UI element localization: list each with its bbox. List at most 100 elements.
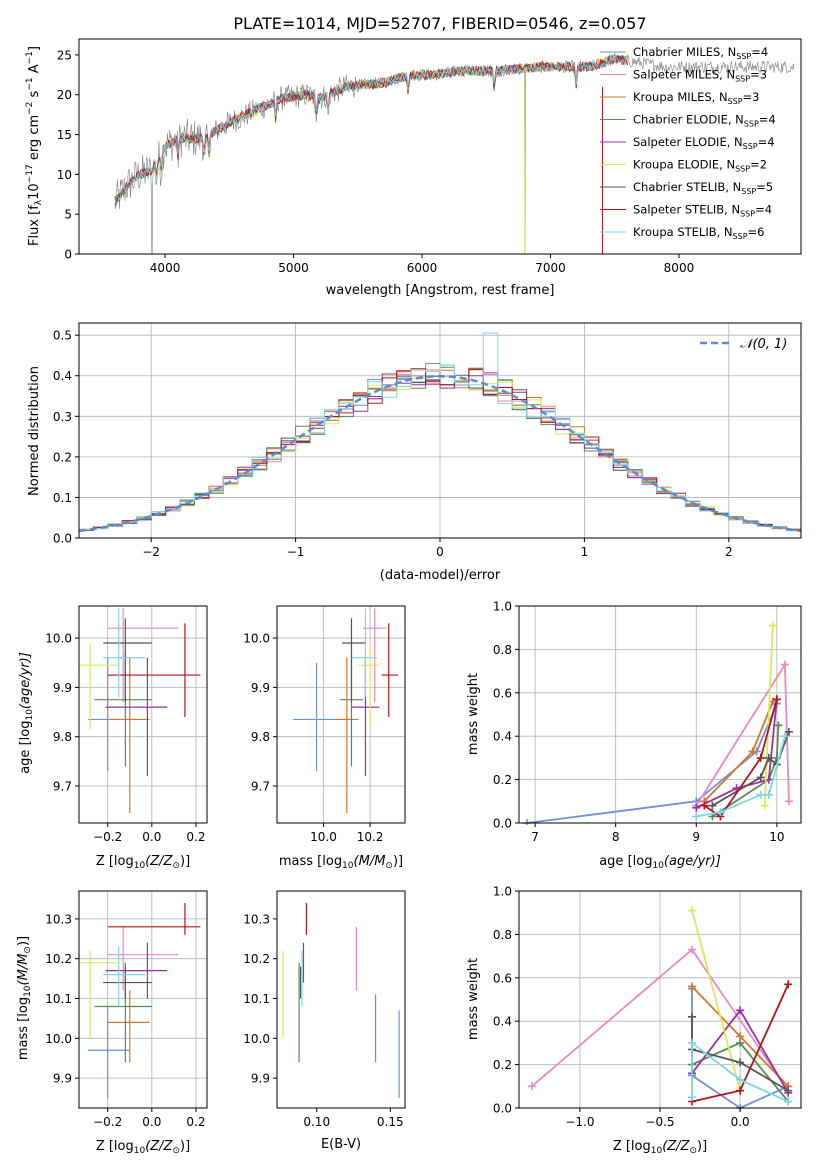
mass-vs-ebv-xlabel: E(B-V) bbox=[321, 1137, 361, 1152]
series-marker bbox=[780, 732, 789, 741]
xtick-label: −0.2 bbox=[93, 1115, 122, 1129]
histogram-ylabel: Normed distribution bbox=[27, 366, 42, 496]
ytick-label: 10.0 bbox=[243, 1032, 270, 1046]
series-line bbox=[695, 699, 778, 809]
weight-vs-age-ylabel: mass weight bbox=[466, 673, 481, 755]
series-marker bbox=[748, 747, 757, 756]
mass-vs-z-xlabel: Z [log10(Z/Z⊙)] bbox=[96, 1139, 190, 1156]
spectrum-xlabel: wavelength [Angstrom, rest frame] bbox=[326, 283, 555, 298]
age-vs-mass-xlabel: mass [log10(M/M⊙)] bbox=[279, 854, 403, 871]
ytick-label: 1.0 bbox=[493, 885, 512, 899]
legend-entry: Chabrier ELODIE, NSSP=4 bbox=[633, 113, 776, 129]
weight-vs-age-yticks: 0.0 0.2 0.4 0.6 0.8 1.0 bbox=[493, 600, 519, 831]
mass-vs-z-ylabel: mass [log10(M/M⊙)] bbox=[16, 936, 33, 1060]
ytick-label: 0.4 bbox=[493, 730, 512, 744]
ytick-label: 10.2 bbox=[243, 952, 270, 966]
series-line bbox=[763, 625, 774, 806]
series-marker bbox=[774, 721, 783, 730]
ytick-label: 9.9 bbox=[53, 681, 72, 695]
weight-vs-z-xticks: −1.0 −0.5 0.0 bbox=[565, 1108, 750, 1129]
series-line bbox=[691, 1041, 789, 1103]
ytick-label: 20 bbox=[57, 88, 72, 102]
histogram-yticks: 0.0 0.1 0.2 0.3 0.4 0.5 bbox=[53, 329, 79, 546]
mass-vs-z-panel: −0.2 0.0 0.2 9.9 10.0 10.1 10.2 10.3 Z [log10(… bbox=[16, 890, 208, 1156]
series-marker bbox=[768, 621, 777, 630]
series-marker bbox=[692, 803, 701, 812]
ytick-label: 10.0 bbox=[243, 632, 270, 646]
series-marker bbox=[688, 1038, 697, 1047]
series-marker bbox=[736, 1006, 745, 1015]
ytick-label: 0.4 bbox=[493, 1015, 512, 1029]
histogram-legend-label: 𝒩(0, 1) bbox=[740, 337, 787, 352]
ytick-label: 9.8 bbox=[251, 730, 270, 744]
normal-curve-line bbox=[79, 374, 801, 533]
ytick-label: 0.2 bbox=[493, 773, 512, 787]
series-marker bbox=[784, 1086, 793, 1095]
ytick-label: 10 bbox=[57, 168, 72, 182]
xtick-label: 0.0 bbox=[142, 1115, 161, 1129]
xtick-label: 0.10 bbox=[303, 1115, 330, 1129]
xtick-label: −1 bbox=[287, 545, 305, 559]
model-spectrum-line bbox=[114, 55, 628, 206]
series-marker bbox=[764, 753, 773, 762]
weight-vs-z-xlabel: Z [log10(Z/Z⊙)] bbox=[613, 1139, 707, 1156]
weight-vs-age-xticks: 7 8 9 10 bbox=[531, 823, 784, 844]
series-marker bbox=[688, 1093, 697, 1102]
series-line bbox=[703, 699, 778, 818]
ytick-label: 15 bbox=[57, 128, 72, 142]
ytick-label: 0.5 bbox=[53, 329, 72, 343]
series-marker bbox=[756, 753, 765, 762]
legend-entry: Salpeter STELIB, NSSP=4 bbox=[633, 203, 772, 219]
weight-vs-age-panel: 7 8 9 10 0.0 0.2 0.4 0.6 0.8 1.0 age [log10(age/… bbox=[466, 600, 802, 871]
mass-vs-ebv-frame bbox=[276, 890, 406, 1109]
age-vs-z-grid bbox=[79, 606, 207, 823]
series-marker bbox=[780, 660, 789, 669]
mass-vs-z-xticks: −0.2 0.0 0.2 bbox=[93, 1108, 206, 1129]
ytick-label: 9.9 bbox=[251, 1072, 270, 1086]
ytick-label: 0.8 bbox=[493, 643, 512, 657]
series-marker bbox=[784, 1097, 793, 1106]
ytick-label: 0 bbox=[64, 248, 72, 262]
ytick-label: 9.9 bbox=[251, 681, 270, 695]
weight-vs-age-lines bbox=[523, 621, 793, 825]
series-marker bbox=[764, 790, 773, 799]
spectrum-yticks: 0 5 10 15 20 25 bbox=[57, 48, 79, 262]
histogram-data-layer bbox=[79, 332, 801, 533]
series-marker bbox=[736, 1058, 745, 1067]
ytick-label: 0.8 bbox=[493, 928, 512, 942]
xtick-label: 9 bbox=[692, 830, 700, 844]
mass-vs-z-yticks: 9.9 10.0 10.1 10.2 10.3 bbox=[45, 912, 79, 1086]
ytick-label: 9.7 bbox=[53, 780, 72, 794]
ytick-label: 0.0 bbox=[53, 532, 72, 546]
series-marker bbox=[772, 695, 781, 704]
ytick-label: 10.3 bbox=[45, 912, 72, 926]
ytick-label: 0.4 bbox=[53, 369, 72, 383]
series-marker bbox=[756, 773, 765, 782]
mass-vs-z-errorbars bbox=[79, 902, 201, 1099]
mass-vs-ebv-panel: 0.10 0.15 9.9 10.0 10.1 10.2 10.3 E(B-V) bbox=[243, 890, 406, 1152]
xtick-label: 0.2 bbox=[186, 830, 205, 844]
histogram-panel: −2 −1 0 1 2 0.0 0.1 0.2 0.3 0.4 0.5 (data-model)/… bbox=[27, 322, 802, 583]
series-marker bbox=[736, 1075, 745, 1084]
ytick-label: 0.0 bbox=[493, 817, 512, 831]
ytick-label: 10.2 bbox=[45, 952, 72, 966]
xtick-label: 8000 bbox=[664, 261, 695, 275]
age-vs-mass-yticks: 9.7 9.8 9.9 10.0 bbox=[243, 632, 277, 794]
xtick-label: 10 bbox=[769, 830, 784, 844]
series-marker bbox=[688, 906, 697, 915]
xtick-label: 0.0 bbox=[731, 1115, 750, 1129]
ytick-label: 0.2 bbox=[493, 1058, 512, 1072]
weight-vs-z-ylabel: mass weight bbox=[466, 958, 481, 1040]
xtick-label: 6000 bbox=[407, 261, 438, 275]
age-vs-mass-grid bbox=[277, 606, 405, 823]
histogram-step-line bbox=[79, 368, 801, 531]
xtick-label: 7000 bbox=[535, 261, 566, 275]
xtick-label: −2 bbox=[142, 545, 160, 559]
ytick-label: 25 bbox=[57, 48, 72, 62]
age-vs-z-errorbars bbox=[79, 608, 201, 814]
series-marker bbox=[756, 790, 765, 799]
weight-vs-age-frame bbox=[518, 605, 802, 824]
age-vs-mass-errorbars bbox=[293, 608, 399, 814]
line-panel-clip bbox=[527, 906, 793, 1110]
